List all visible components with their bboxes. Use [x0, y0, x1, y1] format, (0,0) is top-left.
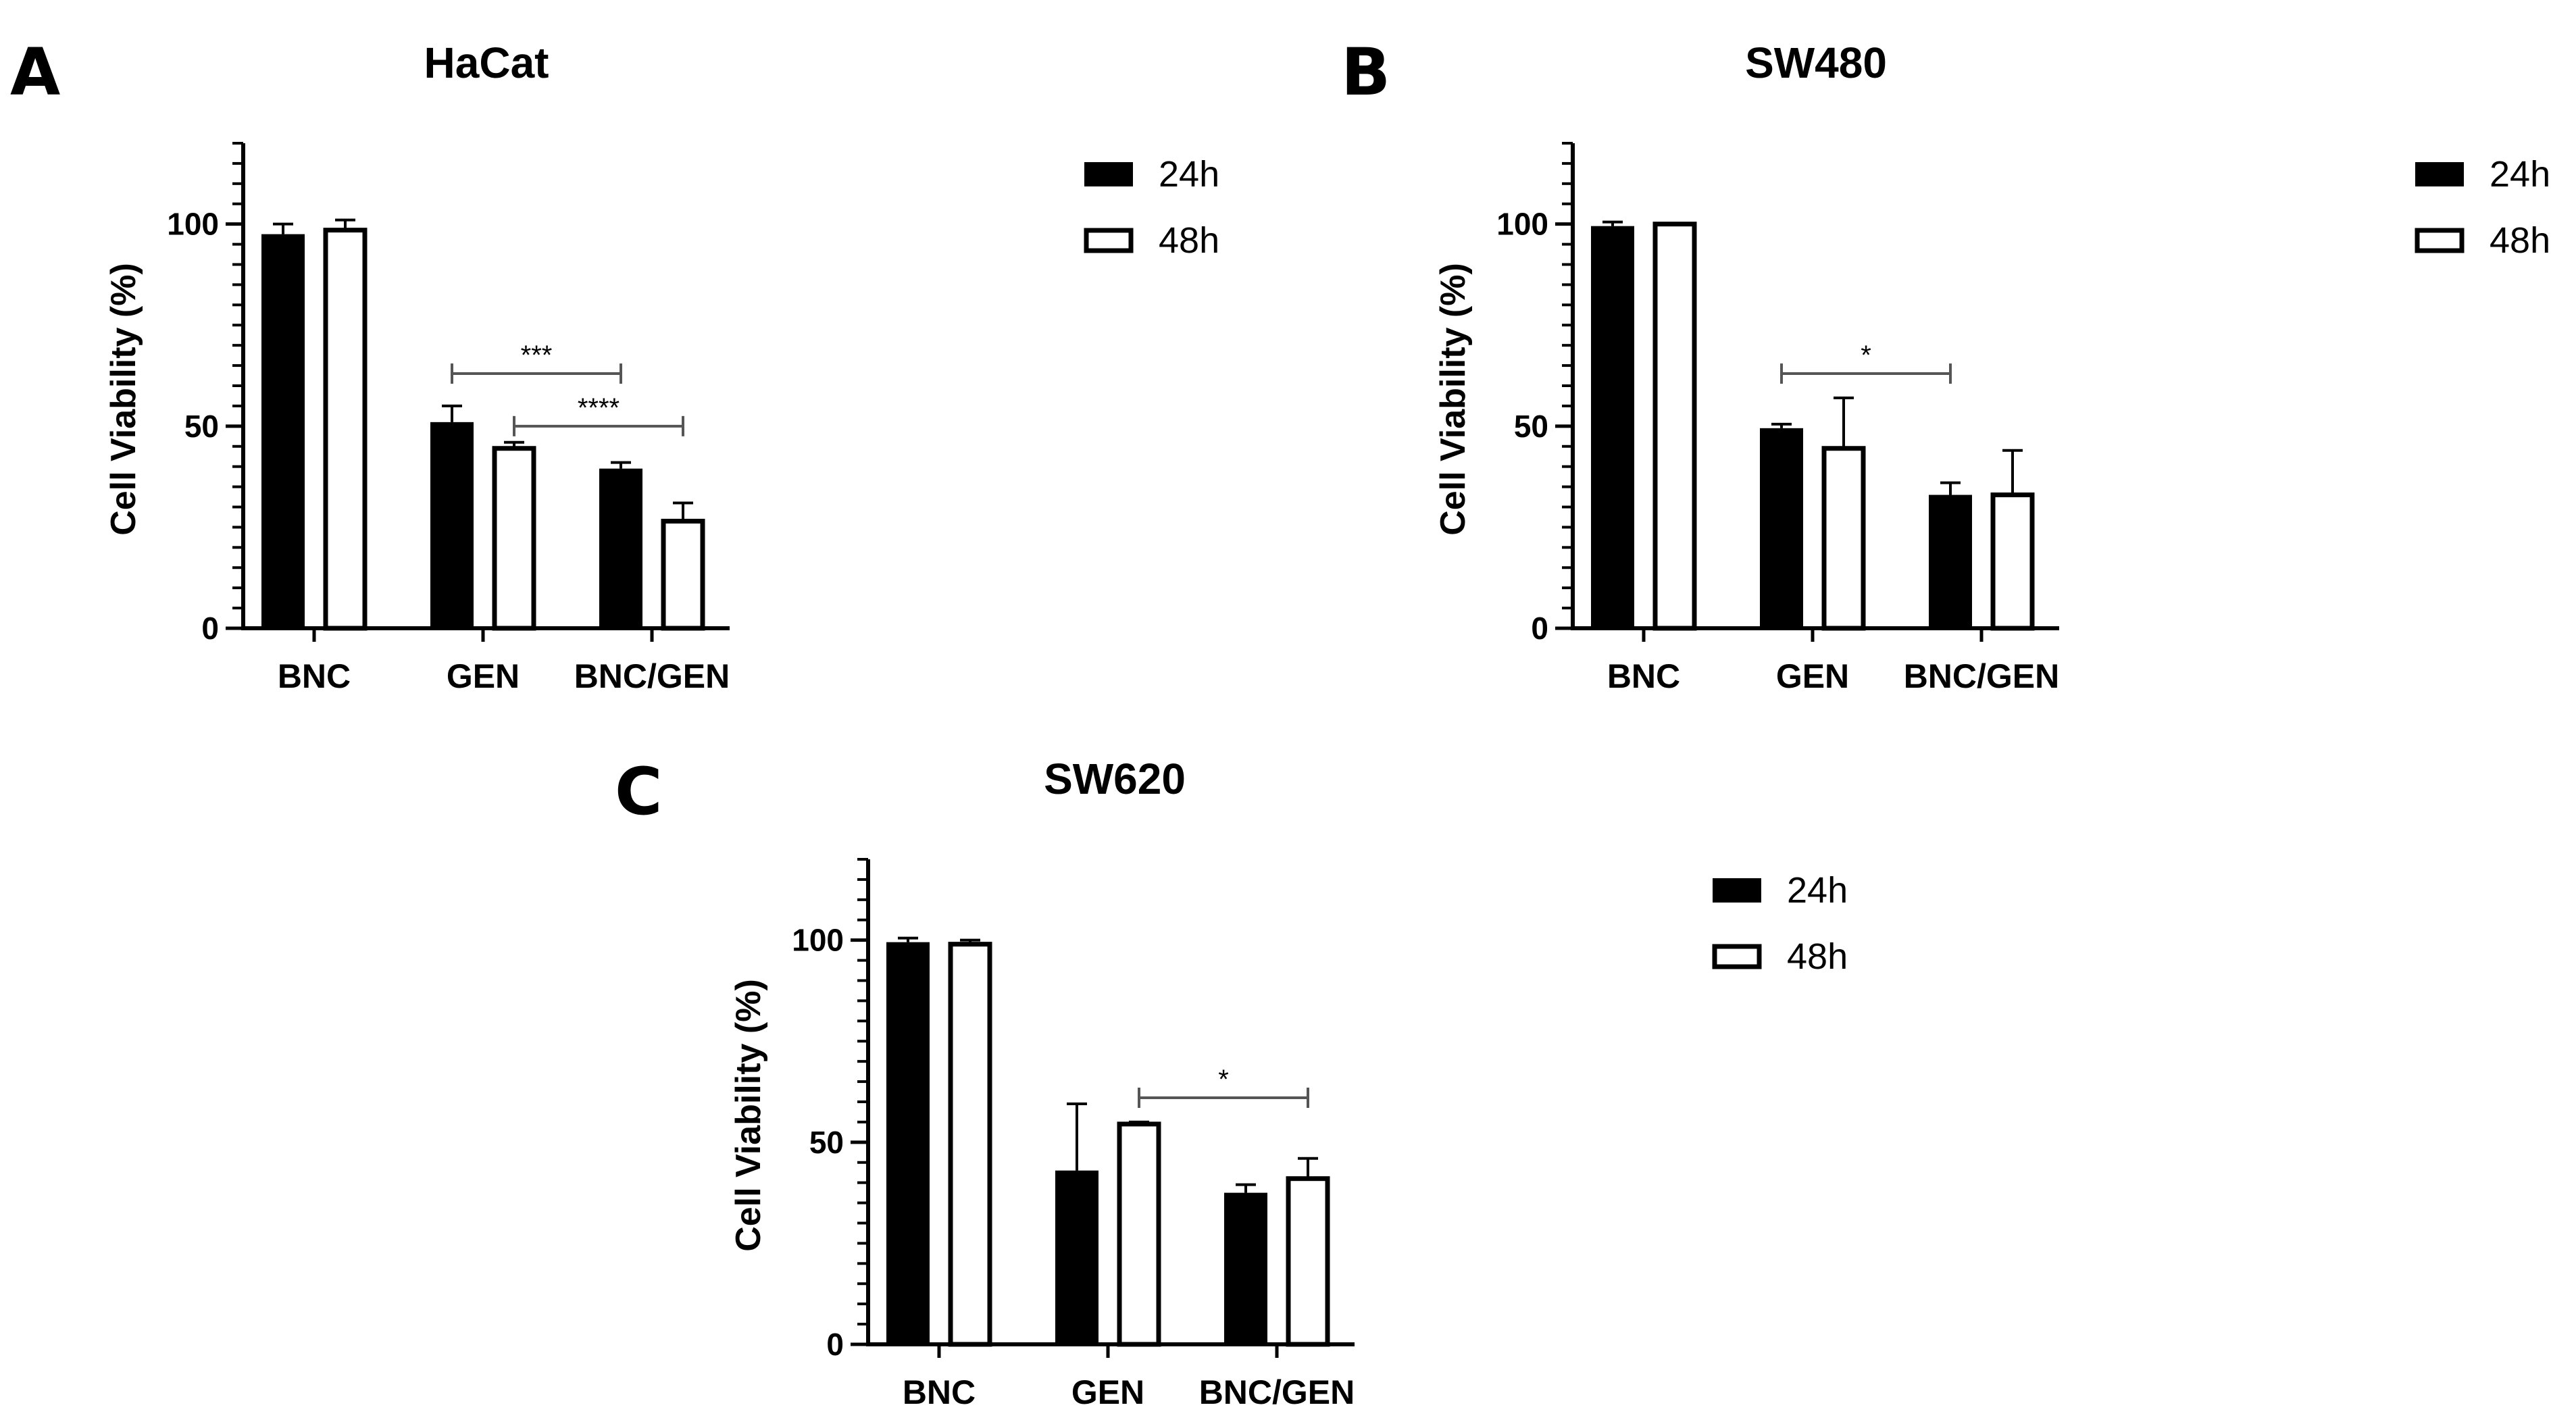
- bar-24h-bnc-gen: [599, 468, 642, 628]
- bar-24h-gen: [430, 422, 474, 628]
- legend-swatch-48h: [1712, 944, 1762, 969]
- y-axis-label: Cell Viability (%): [104, 263, 143, 536]
- bar-24h-bnc-gen: [1929, 495, 1972, 628]
- y-axis-label: Cell Viability (%): [1434, 263, 1473, 536]
- bar-48h-bnc-gen: [661, 518, 705, 631]
- y-tick-label: 50: [1514, 409, 1548, 444]
- y-tick-label: 100: [792, 923, 844, 958]
- bar-48h-bnc: [948, 942, 992, 1347]
- x-category-label: BNC: [1607, 657, 1680, 695]
- bar-24h-gen: [1760, 428, 1803, 628]
- significance-label: *: [1218, 1065, 1229, 1094]
- legend-swatch-48h: [1084, 228, 1134, 253]
- panel-letter: A: [10, 34, 60, 110]
- x-category-label: BNC/GEN: [1199, 1373, 1355, 1411]
- y-tick-label: 50: [184, 409, 219, 444]
- bar-48h-gen: [1117, 1121, 1161, 1347]
- bar-48h-gen: [1821, 446, 1866, 631]
- legend-label-24h: 24h: [2490, 154, 2550, 195]
- chart-title: SW480: [1745, 39, 1887, 87]
- y-tick-label: 100: [167, 207, 219, 242]
- significance-label: *: [1861, 340, 1871, 370]
- legend-swatch-24h: [1713, 878, 1761, 903]
- bar-48h-gen: [492, 446, 536, 631]
- x-category-label: BNC/GEN: [574, 657, 730, 695]
- chart-panel-c: C SW620 Cell Viability (%) 0 50 100 BNC GEN BNC/…: [615, 754, 1848, 1411]
- bar-24h-bnc-gen: [1224, 1192, 1267, 1344]
- chart-title: SW620: [1044, 755, 1186, 803]
- y-axis-label: Cell Viability (%): [729, 979, 768, 1252]
- bar-24h-bnc: [1591, 226, 1634, 628]
- legend-label-24h: 24h: [1787, 870, 1848, 911]
- significance-label: ****: [578, 393, 620, 423]
- legend-swatch-24h: [2415, 162, 2464, 186]
- legend-label-48h: 48h: [1787, 936, 1848, 977]
- legend-label-48h: 48h: [1159, 220, 1219, 261]
- panel-letter: C: [615, 754, 662, 830]
- legend-swatch-24h: [1084, 162, 1133, 186]
- y-tick-label: 0: [201, 611, 219, 646]
- y-tick-label: 50: [809, 1125, 844, 1160]
- x-category-label: BNC/GEN: [1904, 657, 2060, 695]
- x-category-label: GEN: [1776, 657, 1849, 695]
- bar-24h-gen: [1055, 1170, 1098, 1344]
- y-tick-label: 100: [1496, 207, 1548, 242]
- y-tick-label: 0: [826, 1327, 844, 1362]
- panel-letter: B: [1341, 34, 1390, 110]
- bar-24h-bnc: [261, 234, 305, 628]
- bar-48h-bnc-gen: [1990, 492, 2035, 631]
- legend-swatch-48h: [2415, 228, 2465, 253]
- chart-panel-b: B SW480 Cell Viability (%) 0 50 100 BNC GEN BNC/…: [1341, 34, 2550, 695]
- legend-label-24h: 24h: [1159, 154, 1219, 195]
- bar-48h-bnc-gen: [1286, 1176, 1330, 1347]
- chart-panel-a: A HaCat Cell Viability (%) 0 50 100 BNC GEN BNC/…: [10, 34, 1219, 695]
- bar-24h-bnc: [886, 942, 930, 1344]
- x-category-label: BNC: [278, 657, 351, 695]
- y-tick-label: 0: [1531, 611, 1548, 646]
- legend-label-48h: 48h: [2490, 220, 2550, 261]
- x-category-label: GEN: [447, 657, 520, 695]
- significance-label: ***: [521, 340, 553, 370]
- x-category-label: GEN: [1071, 1373, 1144, 1411]
- bar-48h-bnc: [1652, 222, 1697, 631]
- chart-title: HaCat: [424, 39, 549, 87]
- x-category-label: BNC: [903, 1373, 976, 1411]
- bar-48h-bnc: [323, 228, 368, 631]
